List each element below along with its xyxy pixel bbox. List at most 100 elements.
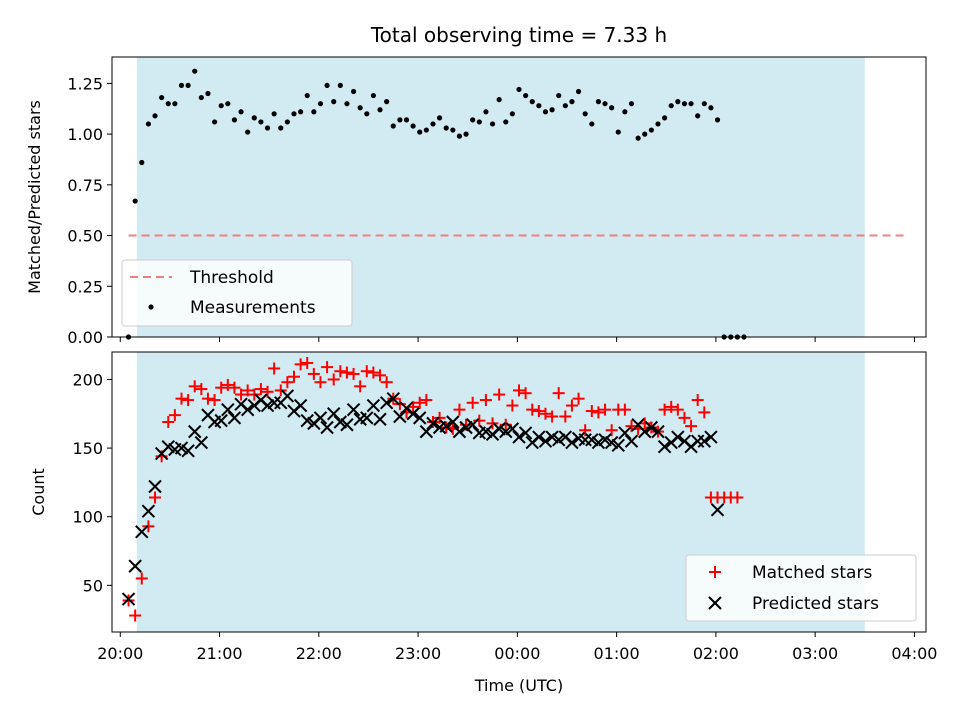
matched-star-point — [294, 358, 307, 371]
matched-star-point — [274, 384, 287, 397]
measurement-point — [496, 97, 502, 103]
top-axes-frame — [111, 56, 927, 338]
predicted-star-point — [426, 416, 440, 431]
predicted-star-point — [240, 402, 255, 417]
measurement-point — [132, 198, 138, 204]
measurement-point — [529, 99, 535, 105]
measurement-point — [489, 121, 496, 127]
predicted-star-point — [565, 435, 579, 450]
predicted-star-point — [611, 438, 625, 453]
matched-star-point — [532, 405, 545, 418]
measurement-point — [139, 159, 145, 166]
measurement-point — [622, 109, 628, 115]
measurement-point — [463, 131, 469, 137]
matched-star-point — [691, 394, 704, 407]
predicted-star-point — [313, 411, 328, 425]
measurements-legend-swatch — [148, 304, 154, 310]
measurement-point — [291, 111, 297, 117]
predicted-star-point — [419, 424, 434, 439]
measurement-point — [423, 127, 429, 133]
measurement-point — [245, 129, 251, 135]
measurement-point — [536, 103, 542, 109]
bottom-axes-frame — [111, 351, 927, 633]
bottom-y-axis-label: Count — [29, 468, 48, 516]
matched-star-point — [499, 418, 512, 431]
measurement-point — [688, 101, 694, 107]
matched-star-point — [671, 403, 684, 416]
matched-star-point — [479, 394, 492, 407]
predicted-star-point — [280, 389, 295, 403]
measurement-point — [575, 88, 582, 95]
matched-star-point — [585, 405, 598, 418]
measurement-point — [661, 115, 668, 121]
measurement-point — [695, 113, 701, 119]
predicted-legend-swatch — [708, 596, 722, 610]
matched-star-point — [287, 370, 300, 383]
top-x-ticks — [119, 337, 915, 342]
predicted-star-point — [293, 398, 308, 413]
measurement-point — [582, 111, 588, 117]
matched-star-point — [658, 403, 671, 416]
measurement-point — [384, 99, 390, 105]
matched-star-point — [579, 424, 592, 437]
measurement-point — [324, 82, 330, 89]
predicted-star-point — [393, 409, 407, 424]
predicted-star-point — [406, 407, 420, 421]
measurement-point — [516, 86, 522, 93]
measurement-point — [589, 121, 595, 127]
bottom-x-ticks: 20:00 21:00 22:00 23:00 00:00 01:00 02:00 03:00… — [97, 632, 937, 663]
predicted-star-point — [452, 424, 467, 439]
measurement-point — [542, 109, 549, 115]
measurement-point — [569, 99, 575, 105]
matched-star-point — [215, 381, 228, 394]
predicted-stars-points — [121, 389, 725, 606]
matched-stars-points — [122, 356, 744, 622]
measurement-point — [443, 125, 449, 131]
predicted-star-point — [697, 434, 712, 448]
measurement-point — [675, 99, 681, 105]
measurement-point — [298, 109, 304, 115]
predicted-star-point — [446, 415, 460, 429]
bottom-legend: Matched stars Predicted stars — [685, 554, 917, 622]
matched-star-point — [420, 394, 433, 407]
predicted-star-point — [320, 420, 334, 435]
measurement-point — [635, 135, 641, 141]
measurement-point — [198, 94, 204, 101]
top-y-tick-label: 0.25 — [67, 277, 103, 296]
top-y-axis-label: Matched/Predicted stars — [25, 100, 44, 294]
predicted-star-point — [194, 435, 209, 450]
measurement-point — [648, 127, 654, 133]
matched-star-point — [506, 399, 519, 412]
measurement-point — [185, 82, 191, 89]
matched-star-point — [678, 411, 691, 424]
matched-star-point — [188, 380, 201, 393]
predicted-star-point — [326, 407, 341, 421]
measurements-legend-label: Measurements — [190, 298, 316, 318]
predicted-star-point — [340, 418, 354, 432]
x-tick-label: 04:00 — [891, 644, 937, 663]
measurement-point — [370, 92, 377, 99]
predicted-star-point — [214, 413, 228, 428]
measurement-point — [264, 125, 271, 131]
matched-star-point — [486, 417, 499, 430]
matched-star-point — [268, 362, 281, 375]
measurement-point — [403, 117, 410, 123]
predicted-star-point — [538, 434, 553, 448]
predicted-star-point — [188, 424, 202, 439]
measurement-point — [344, 101, 350, 107]
matched-star-point — [374, 369, 387, 382]
predicted-star-point — [141, 504, 156, 518]
predicted-star-point — [373, 412, 387, 426]
measurement-point — [317, 101, 324, 107]
matched-star-point — [413, 396, 426, 409]
measurement-point — [483, 109, 489, 115]
measurement-point — [364, 111, 370, 117]
predicted-star-point — [439, 419, 453, 433]
top-y-tick-label: 0.75 — [67, 176, 103, 195]
matched-star-point — [347, 367, 360, 380]
measurement-point — [304, 92, 310, 99]
matched-star-point — [367, 366, 380, 379]
matched-star-point — [354, 380, 367, 393]
matched-star-point — [393, 398, 406, 411]
